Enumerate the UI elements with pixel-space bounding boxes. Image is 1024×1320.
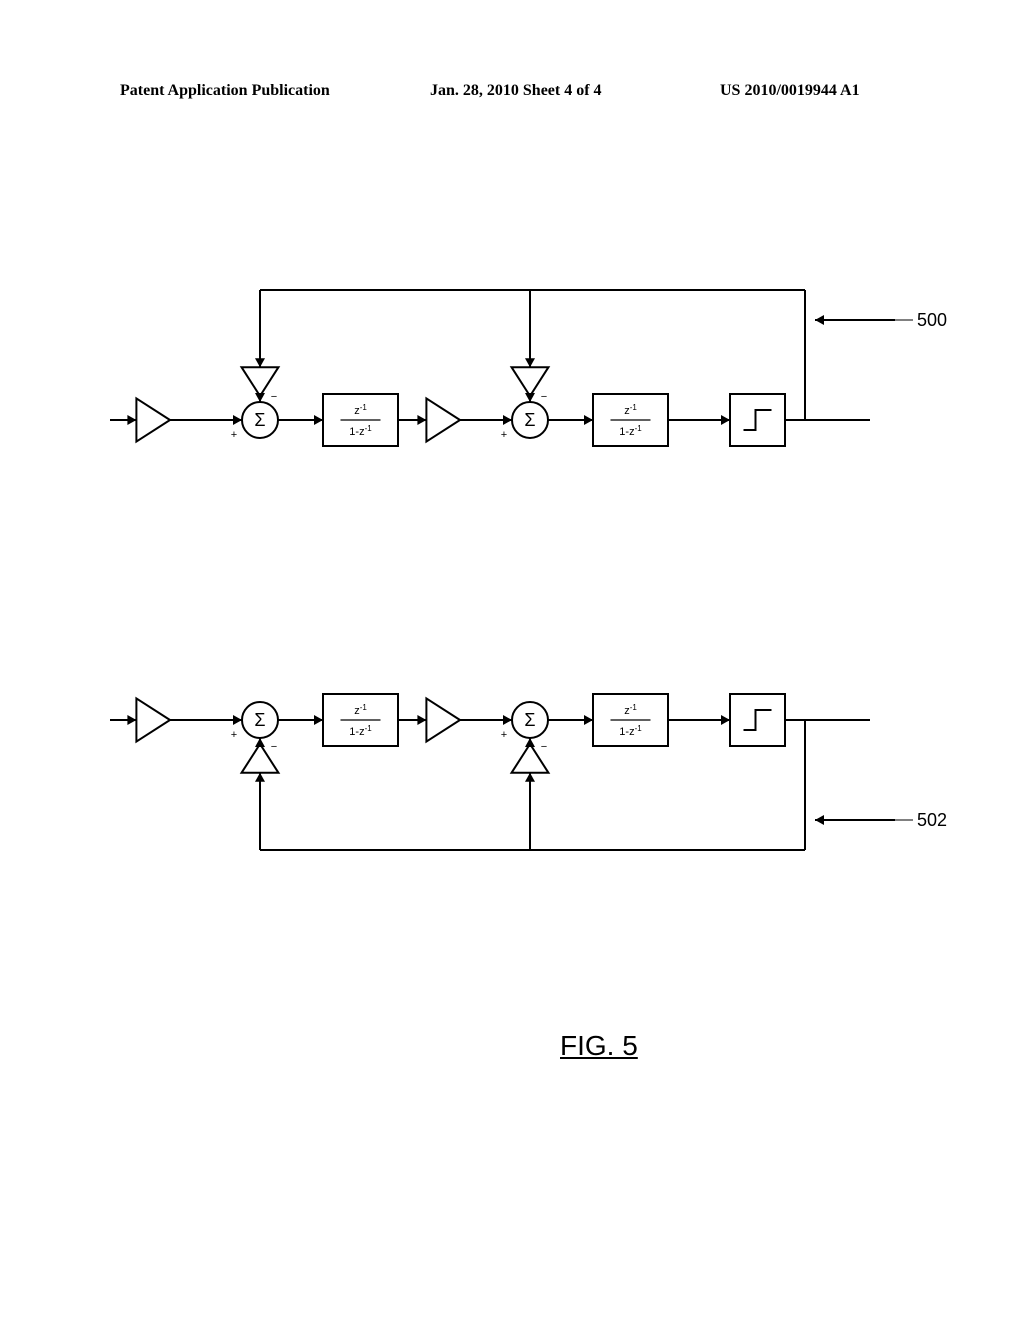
svg-text:+: + — [501, 729, 507, 741]
svg-text:+: + — [231, 429, 237, 441]
figure-label: FIG. 5 — [560, 1030, 638, 1062]
svg-text:−: − — [271, 741, 277, 753]
svg-text:−: − — [541, 391, 547, 403]
svg-text:−: − — [541, 741, 547, 753]
svg-text:z-1: z-1 — [624, 703, 637, 717]
svg-text:1-z-1: 1-z-1 — [619, 724, 642, 738]
svg-text:500: 500 — [917, 310, 947, 330]
diagram-canvas: Σ + − z-1 1-z-1 Σ + − z-1 1-z-1 500 Σ + − z-1 1-z-1 Σ + − z… — [0, 0, 1024, 1320]
svg-text:1-z-1: 1-z-1 — [349, 724, 372, 738]
svg-text:502: 502 — [917, 810, 947, 830]
svg-text:Σ: Σ — [524, 710, 535, 730]
svg-text:z-1: z-1 — [354, 403, 367, 417]
svg-text:z-1: z-1 — [624, 403, 637, 417]
svg-text:1-z-1: 1-z-1 — [349, 424, 372, 438]
svg-text:Σ: Σ — [254, 410, 265, 430]
svg-text:+: + — [501, 429, 507, 441]
svg-text:Σ: Σ — [524, 410, 535, 430]
svg-text:Σ: Σ — [254, 710, 265, 730]
svg-text:z-1: z-1 — [354, 703, 367, 717]
svg-text:1-z-1: 1-z-1 — [619, 424, 642, 438]
svg-text:−: − — [271, 391, 277, 403]
svg-text:+: + — [231, 729, 237, 741]
